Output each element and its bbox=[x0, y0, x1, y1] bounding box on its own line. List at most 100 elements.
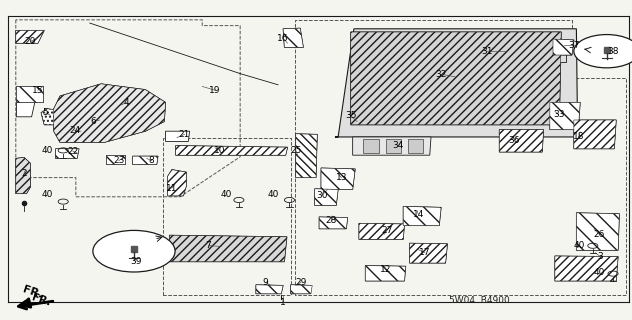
Polygon shape bbox=[16, 157, 30, 194]
Polygon shape bbox=[321, 168, 355, 189]
Polygon shape bbox=[16, 86, 43, 102]
Polygon shape bbox=[408, 139, 423, 153]
Text: 17: 17 bbox=[419, 248, 430, 257]
Polygon shape bbox=[16, 30, 44, 43]
Text: 2: 2 bbox=[21, 169, 27, 178]
Polygon shape bbox=[16, 102, 35, 117]
Polygon shape bbox=[133, 156, 158, 164]
Polygon shape bbox=[167, 170, 186, 196]
Polygon shape bbox=[176, 146, 288, 155]
Circle shape bbox=[574, 35, 632, 68]
Polygon shape bbox=[75, 114, 106, 128]
Polygon shape bbox=[167, 170, 186, 196]
Polygon shape bbox=[403, 206, 441, 226]
Polygon shape bbox=[365, 266, 406, 281]
Text: 40: 40 bbox=[573, 241, 585, 250]
Polygon shape bbox=[319, 217, 348, 229]
Polygon shape bbox=[315, 189, 338, 205]
Polygon shape bbox=[283, 28, 303, 47]
Text: 31: 31 bbox=[481, 47, 492, 56]
Polygon shape bbox=[54, 84, 166, 142]
Polygon shape bbox=[410, 243, 447, 263]
Text: 19: 19 bbox=[209, 86, 221, 95]
Text: FR.: FR. bbox=[21, 284, 44, 300]
Polygon shape bbox=[106, 155, 125, 164]
Text: 6: 6 bbox=[90, 117, 97, 126]
Polygon shape bbox=[296, 134, 317, 178]
Polygon shape bbox=[553, 39, 574, 55]
Polygon shape bbox=[291, 285, 311, 294]
Text: 5W04  B4900: 5W04 B4900 bbox=[449, 296, 509, 305]
Text: 14: 14 bbox=[413, 210, 424, 219]
Polygon shape bbox=[319, 217, 348, 229]
Text: 13: 13 bbox=[336, 173, 347, 182]
Text: 40: 40 bbox=[41, 146, 52, 155]
Text: 28: 28 bbox=[325, 216, 337, 225]
Polygon shape bbox=[477, 46, 566, 62]
Text: 10: 10 bbox=[214, 146, 226, 155]
Polygon shape bbox=[41, 109, 73, 125]
Text: 12: 12 bbox=[380, 265, 391, 274]
Polygon shape bbox=[56, 149, 79, 158]
Polygon shape bbox=[576, 213, 619, 250]
Polygon shape bbox=[169, 235, 287, 262]
Text: 24: 24 bbox=[69, 126, 80, 135]
Polygon shape bbox=[359, 223, 404, 239]
Text: 40: 40 bbox=[593, 268, 605, 277]
Text: 20: 20 bbox=[25, 37, 36, 46]
Polygon shape bbox=[106, 155, 125, 164]
Text: 16: 16 bbox=[277, 34, 289, 43]
Text: 1: 1 bbox=[280, 298, 286, 307]
Text: 36: 36 bbox=[509, 136, 520, 145]
Text: 40: 40 bbox=[221, 190, 232, 199]
Polygon shape bbox=[555, 256, 618, 281]
Text: 33: 33 bbox=[553, 110, 564, 119]
Polygon shape bbox=[351, 32, 561, 125]
Polygon shape bbox=[56, 149, 79, 158]
Polygon shape bbox=[133, 156, 158, 164]
Polygon shape bbox=[54, 84, 166, 142]
Polygon shape bbox=[60, 129, 98, 139]
Polygon shape bbox=[499, 130, 544, 152]
Text: 23: 23 bbox=[113, 156, 125, 165]
Polygon shape bbox=[576, 213, 619, 250]
Text: 25: 25 bbox=[290, 146, 301, 155]
Text: 39: 39 bbox=[130, 257, 142, 266]
Polygon shape bbox=[16, 86, 43, 102]
Text: 34: 34 bbox=[392, 141, 404, 150]
Polygon shape bbox=[283, 28, 303, 47]
Polygon shape bbox=[359, 223, 404, 239]
Polygon shape bbox=[386, 139, 401, 153]
Text: 26: 26 bbox=[593, 230, 605, 239]
Text: 40: 40 bbox=[267, 190, 279, 199]
Polygon shape bbox=[574, 120, 616, 149]
Polygon shape bbox=[351, 32, 561, 125]
Polygon shape bbox=[410, 243, 447, 263]
Text: 9: 9 bbox=[262, 278, 269, 287]
Text: 4: 4 bbox=[124, 98, 129, 107]
Text: 3: 3 bbox=[597, 252, 604, 261]
Polygon shape bbox=[176, 146, 288, 155]
Text: 8: 8 bbox=[149, 156, 155, 165]
Polygon shape bbox=[553, 39, 574, 55]
Polygon shape bbox=[550, 102, 580, 130]
Text: 30: 30 bbox=[317, 191, 328, 200]
Text: 32: 32 bbox=[435, 70, 447, 79]
Polygon shape bbox=[499, 130, 544, 152]
Polygon shape bbox=[315, 189, 338, 205]
Polygon shape bbox=[291, 285, 312, 294]
Text: 22: 22 bbox=[67, 147, 78, 156]
Polygon shape bbox=[403, 206, 441, 226]
Polygon shape bbox=[41, 109, 73, 125]
Polygon shape bbox=[321, 168, 355, 189]
Text: 29: 29 bbox=[295, 278, 307, 287]
Text: 37: 37 bbox=[568, 41, 580, 50]
Polygon shape bbox=[574, 120, 616, 149]
Polygon shape bbox=[353, 137, 431, 155]
Text: 7: 7 bbox=[205, 241, 212, 250]
Text: 35: 35 bbox=[345, 111, 356, 120]
Text: 40: 40 bbox=[41, 190, 52, 199]
Polygon shape bbox=[256, 285, 283, 294]
Text: 38: 38 bbox=[607, 47, 619, 56]
Polygon shape bbox=[365, 266, 406, 281]
